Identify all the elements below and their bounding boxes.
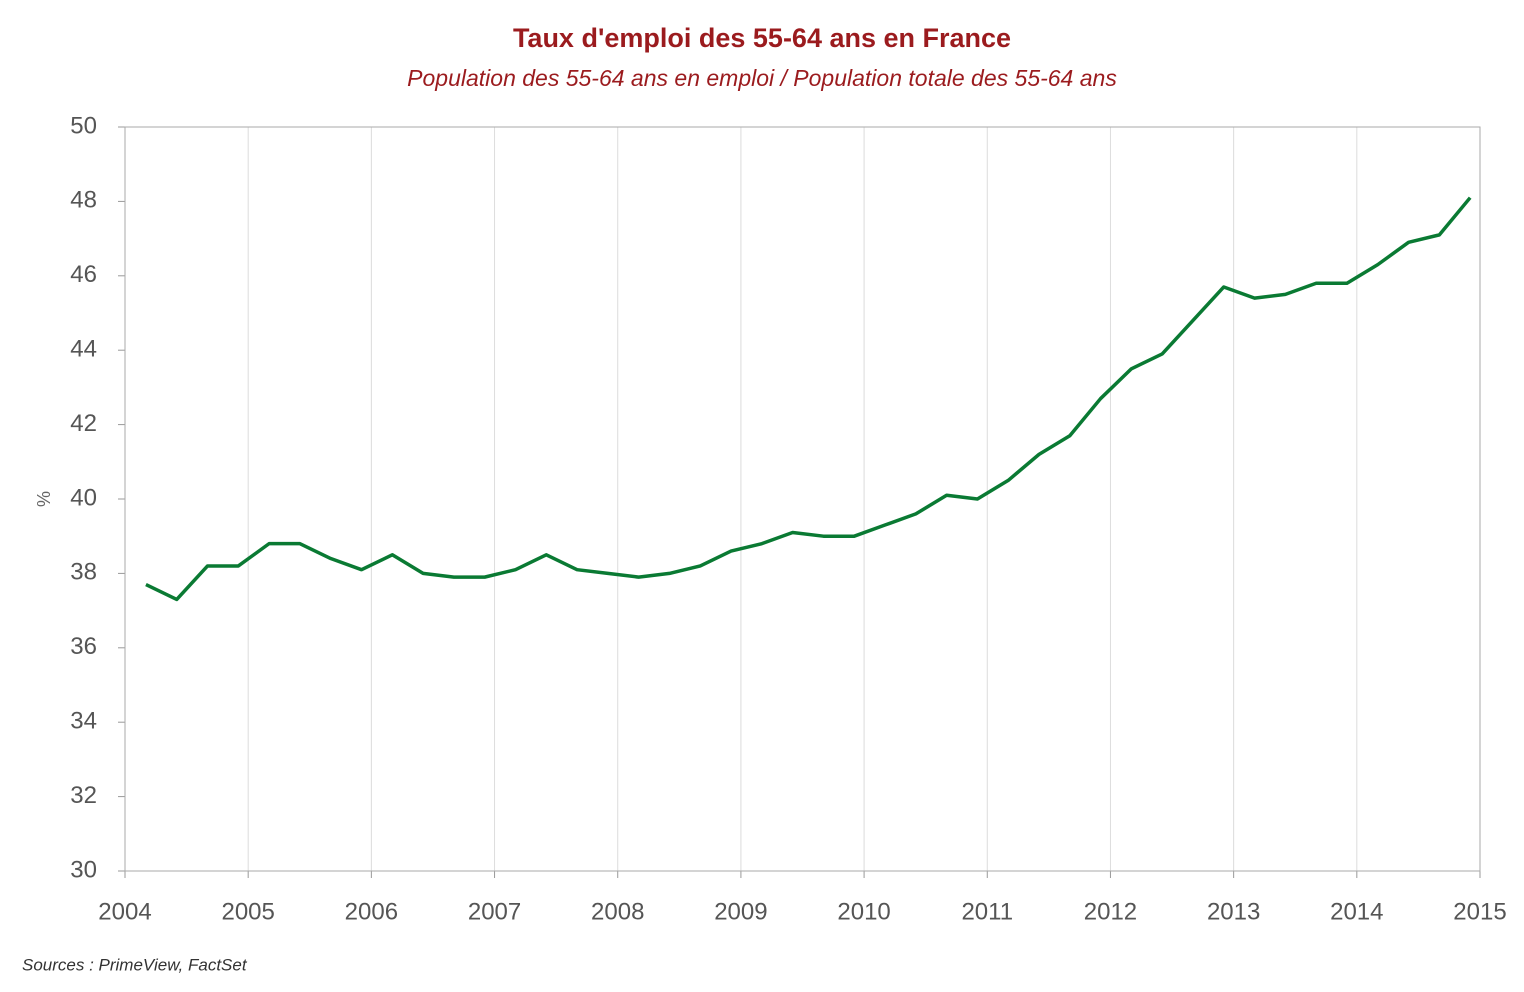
y-axis-label: % [34, 491, 54, 507]
data-line [145, 196, 1472, 602]
x-tick-label: 2006 [345, 898, 398, 925]
x-tick-label: 2009 [714, 898, 767, 925]
x-tick-label: 2005 [221, 898, 274, 925]
y-tick-label: 44 [70, 336, 97, 363]
source-note: Sources : PrimeView, FactSet [22, 955, 248, 974]
y-tick-label: 40 [70, 484, 97, 511]
y-tick-label: 36 [70, 633, 97, 660]
y-tick-label: 50 [70, 112, 97, 139]
y-tick-label: 42 [70, 410, 97, 437]
x-tick-label: 2007 [468, 898, 521, 925]
x-tick-label: 2011 [961, 898, 1013, 925]
y-tick-label: 46 [70, 261, 97, 288]
y-tick-label: 32 [70, 782, 97, 809]
x-tick-label: 2013 [1207, 898, 1260, 925]
y-tick-label: 34 [70, 708, 97, 735]
x-tick-label: 2010 [837, 898, 890, 925]
x-tick-label: 2012 [1084, 898, 1137, 925]
y-tick-label: 30 [70, 856, 97, 883]
x-tick-label: 2014 [1330, 898, 1383, 925]
chart-subtitle: Population des 55-64 ans en emploi / Pop… [407, 65, 1117, 91]
y-tick-label: 48 [70, 187, 97, 214]
x-tick-label: 2015 [1453, 898, 1506, 925]
y-tick-label: 38 [70, 559, 97, 586]
chart-title: Taux d'emploi des 55-64 ans en France [513, 23, 1011, 53]
x-tick-label: 2008 [591, 898, 644, 925]
x-tick-label: 2004 [98, 898, 151, 925]
plot-frame [124, 126, 1481, 872]
